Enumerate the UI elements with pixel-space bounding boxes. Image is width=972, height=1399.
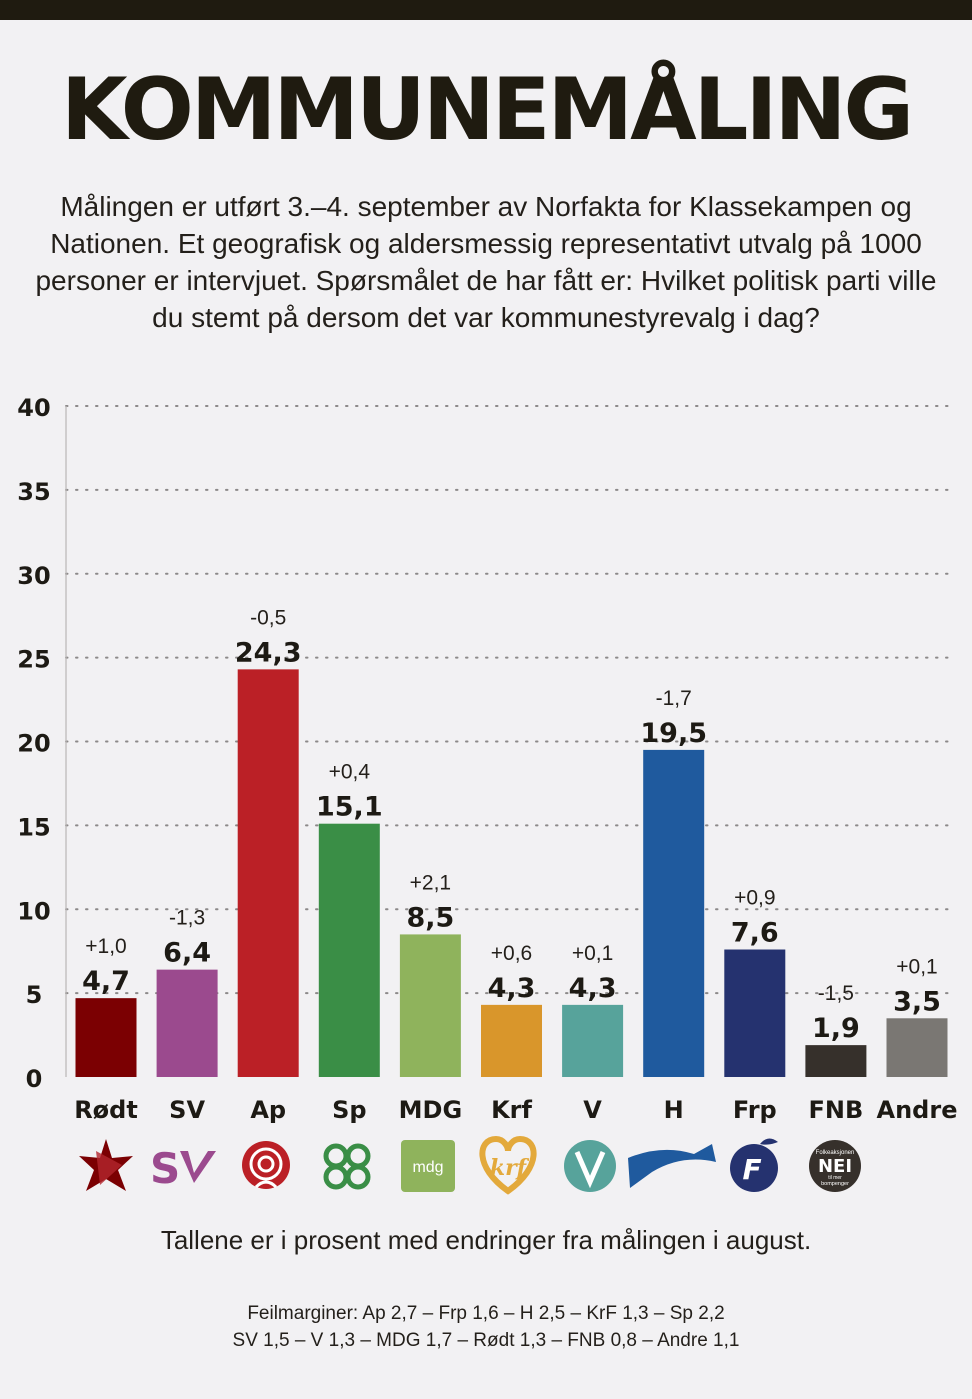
bar-rødt: [75, 998, 137, 1077]
category-label: Rødt: [74, 1096, 138, 1124]
top-bar: [0, 0, 972, 20]
category-label: SV: [169, 1096, 205, 1124]
y-tick-label: 30: [17, 562, 50, 590]
svg-text:S: S: [150, 1144, 178, 1193]
krf-logo-icon: krf: [479, 1135, 537, 1195]
change-label: -1,3: [169, 907, 205, 930]
category-label: Krf: [491, 1096, 532, 1124]
bar-frp: [724, 949, 786, 1077]
change-label: +0,1: [572, 942, 613, 965]
mdg-logo-text: mdg: [412, 1159, 443, 1176]
value-label: 1,9: [812, 1013, 860, 1044]
value-label: 8,5: [406, 902, 454, 933]
change-label: +0,1: [896, 955, 937, 978]
gridlines: [65, 405, 953, 995]
category-label: FNB: [809, 1096, 864, 1124]
fnb-logo-main-text: NEI: [818, 1156, 852, 1177]
category-label: Frp: [733, 1096, 777, 1124]
change-label: +0,6: [491, 942, 532, 965]
value-label: 19,5: [640, 718, 707, 749]
error-margins-line-2: SV 1,5 – V 1,3 – MDG 1,7 – Rødt 1,3 – FN…: [232, 1330, 740, 1351]
bar-andre: [886, 1018, 948, 1077]
y-tick-label: 20: [17, 730, 50, 758]
bars: [75, 669, 948, 1077]
sv-logo-icon: S: [150, 1144, 216, 1193]
category-label: Ap: [250, 1096, 286, 1124]
change-label: +2,1: [410, 871, 451, 894]
bar-sp: [318, 823, 380, 1077]
y-axis-ticks: 0 5 10 15 20 25 30 35 40: [17, 394, 50, 1093]
category-label: V: [583, 1096, 602, 1124]
change-label: -1,5: [818, 982, 854, 1005]
labels: 4,7 +1,0 Rødt 6,4 -1,3 SV 24,3 -0,5 Ap 15,1 +0,4 Sp…: [74, 606, 957, 1124]
change-label: +0,9: [734, 887, 775, 910]
change-label: -1,7: [656, 687, 692, 710]
page-title: KOMMUNEMÅLING: [60, 60, 914, 160]
y-tick-label: 15: [17, 813, 50, 841]
bar-krf: [481, 1004, 542, 1077]
h-logo-icon: [628, 1144, 716, 1188]
y-tick-label: 25: [17, 646, 50, 674]
change-label: +1,0: [85, 935, 126, 958]
y-tick-label: 5: [26, 981, 43, 1009]
y-tick-label: 10: [17, 897, 50, 925]
change-label: +0,4: [329, 761, 371, 784]
v-logo-icon: [564, 1140, 616, 1192]
category-label: Sp: [332, 1096, 366, 1124]
value-label: 4,3: [569, 973, 617, 1004]
error-margins-line-1: Feilmarginer: Ap 2,7 – Frp 1,6 – H 2,5 –…: [247, 1303, 725, 1324]
error-margins: Feilmarginer: Ap 2,7 – Frp 1,6 – H 2,5 –…: [0, 1300, 972, 1354]
value-label: 4,3: [488, 973, 536, 1004]
y-tick-label: 40: [17, 394, 50, 422]
ap-logo-icon: [242, 1141, 290, 1189]
fnb-logo-bottom-text-2: bompenger: [821, 1181, 849, 1187]
fnb-logo-top-text: Folkeaksjonen: [816, 1150, 855, 1156]
bar-v: [562, 1004, 624, 1077]
bar-h: [643, 749, 705, 1077]
intro-text: Målingen er utført 3.–4. september av No…: [35, 191, 937, 333]
frp-logo-icon: F: [730, 1138, 778, 1192]
svg-text:krf: krf: [490, 1155, 530, 1181]
value-label: 15,1: [316, 792, 383, 823]
value-label: 7,6: [731, 918, 779, 949]
value-label: 24,3: [235, 637, 302, 668]
category-label: MDG: [399, 1096, 463, 1124]
value-label: 3,5: [893, 986, 941, 1017]
sp-logo-icon: [323, 1143, 371, 1190]
category-label: Andre: [877, 1096, 958, 1124]
svg-text:F: F: [742, 1153, 761, 1186]
value-label: 6,4: [163, 938, 211, 969]
y-tick-label: 35: [17, 478, 50, 506]
bar-ap: [237, 669, 299, 1077]
bar-fnb: [805, 1045, 867, 1077]
units-note: Tallene er i prosent med endringer fra m…: [160, 1225, 812, 1255]
bar-mdg: [399, 934, 461, 1077]
mdg-logo-icon: mdg: [401, 1140, 455, 1192]
fnb-logo-bottom-text-1: til mer: [828, 1175, 842, 1181]
bar-sv: [156, 969, 218, 1077]
rodt-logo-icon: [79, 1139, 133, 1191]
value-label: 4,7: [82, 966, 130, 997]
category-label: H: [664, 1096, 684, 1124]
y-tick-label: 0: [26, 1065, 43, 1093]
fnb-logo-icon: Folkeaksjonen NEI til mer bompenger: [809, 1140, 861, 1192]
change-label: -0,5: [250, 606, 286, 629]
